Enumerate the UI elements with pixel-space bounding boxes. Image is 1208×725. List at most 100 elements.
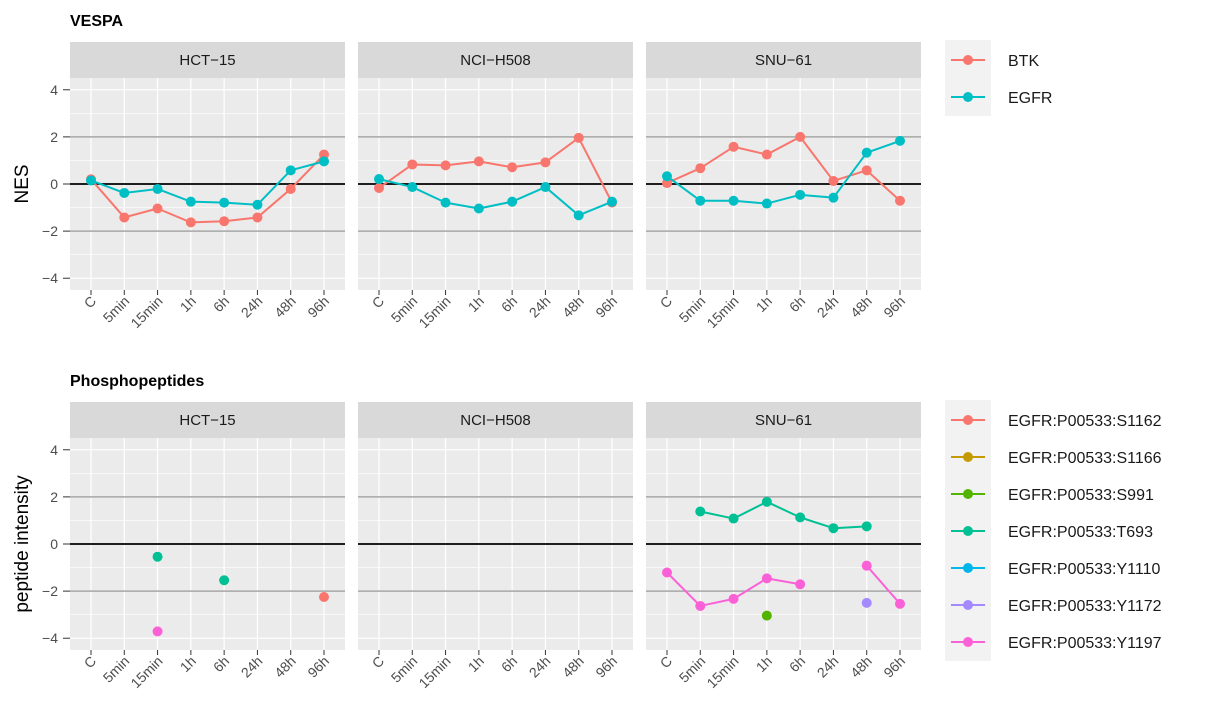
series-line-segment: [445, 160, 479, 167]
x-tick-label: C: [81, 653, 99, 671]
legend-key-point: [963, 55, 973, 65]
legend-key-point: [963, 489, 973, 499]
series-line-segment: [866, 169, 901, 202]
x-tick-label: C: [369, 293, 387, 311]
x-tick-label: 48h: [559, 653, 587, 681]
data-point: [695, 195, 706, 206]
legend: EGFR:P00533:S1162 EGFR:P00533:S1166 EGFR:P…: [945, 400, 1162, 661]
data-point: [695, 600, 706, 611]
data-point: [152, 626, 163, 637]
data-point: [828, 192, 839, 203]
data-point: [573, 132, 584, 143]
series-line-segment: [766, 577, 801, 586]
data-point: [861, 147, 872, 158]
x-tick-label: 15min: [415, 653, 453, 691]
data-point: [607, 196, 617, 207]
data-point: [662, 178, 672, 189]
x-tick-label: 24h: [814, 653, 842, 681]
x-tick-label: 1h: [177, 653, 199, 675]
legend-label: EGFR:P00533:S991: [1008, 487, 1154, 504]
data-point: [119, 187, 130, 198]
x-tick-label: 6h: [498, 653, 520, 675]
data-point: [728, 195, 739, 206]
data-point: [795, 579, 806, 590]
x-tick-label: 15min: [703, 653, 741, 691]
series-line-segment: [90, 178, 126, 219]
data-point: [861, 521, 872, 532]
series-line-segment: [511, 186, 546, 203]
data-point: [152, 551, 163, 562]
facet-strip: [70, 402, 345, 438]
legend-label: EGFR:P00533:Y1172: [1008, 598, 1162, 615]
x-tick-label: 1h: [753, 293, 775, 315]
data-point: [795, 131, 806, 142]
data-point: [86, 175, 96, 186]
legend-key-point: [963, 92, 973, 102]
data-point: [473, 156, 484, 167]
data-point: [252, 199, 263, 210]
data-point: [152, 183, 163, 194]
legend-key-point: [963, 563, 973, 573]
series-line-segment: [511, 161, 546, 169]
facet-label: SNU−61: [755, 52, 812, 69]
data-point: [185, 217, 196, 228]
legend-key-point: [963, 637, 973, 647]
series-line-segment: [224, 216, 258, 223]
y-axis-label: peptide intensity: [12, 475, 33, 613]
y-tick-label: 4: [50, 82, 58, 98]
data-point: [695, 506, 706, 517]
facet-strip: [646, 42, 921, 78]
series-line-segment: [256, 188, 292, 219]
data-point: [728, 513, 739, 524]
x-tick-label: 24h: [526, 653, 554, 681]
data-point: [895, 598, 905, 609]
data-point: [285, 183, 296, 194]
series-line-segment: [578, 200, 613, 217]
x-tick-label: C: [81, 293, 99, 311]
x-tick-label: C: [657, 293, 675, 311]
x-tick-label: 1h: [177, 293, 199, 315]
data-point: [828, 175, 839, 186]
series-line-segment: [577, 137, 613, 204]
data-point: [319, 156, 329, 167]
x-tick-label: 96h: [304, 293, 332, 321]
x-tick-label: 96h: [304, 653, 332, 681]
x-tick-label: 24h: [238, 653, 266, 681]
facet-label: NCI−H508: [460, 412, 530, 429]
x-tick-label: 48h: [847, 293, 875, 321]
legend-label: EGFR:P00533:S1166: [1008, 450, 1162, 467]
data-point: [219, 575, 230, 586]
series-line-segment: [833, 525, 867, 530]
series-line-segment: [766, 136, 801, 156]
x-tick-label: 24h: [526, 293, 554, 321]
x-tick-label: 96h: [880, 653, 908, 681]
data-point: [440, 160, 451, 171]
data-point: [540, 182, 551, 193]
data-point: [728, 593, 739, 604]
x-tick-label: 1h: [465, 653, 487, 675]
data-point: [573, 210, 584, 221]
series-line-segment: [90, 179, 125, 194]
data-point: [319, 592, 329, 602]
series-line-segment: [733, 500, 768, 520]
series-line-segment: [866, 139, 901, 154]
data-point: [440, 197, 451, 208]
x-tick-label: 15min: [415, 293, 453, 331]
series-line-segment: [290, 160, 325, 172]
data-point: [828, 523, 839, 534]
x-tick-label: 15min: [703, 293, 741, 331]
chart-title: Phosphopeptides: [70, 373, 204, 390]
series-line-segment: [766, 500, 801, 519]
series-line-segment: [124, 207, 158, 219]
data-point: [407, 182, 418, 193]
x-tick-label: 48h: [559, 293, 587, 321]
data-point: [374, 183, 384, 194]
y-tick-label: −2: [42, 223, 58, 239]
series-line-segment: [478, 160, 513, 169]
data-point: [407, 159, 418, 170]
data-point: [219, 197, 230, 208]
legend-label: EGFR:P00533:Y1197: [1008, 635, 1162, 652]
data-point: [374, 174, 384, 185]
